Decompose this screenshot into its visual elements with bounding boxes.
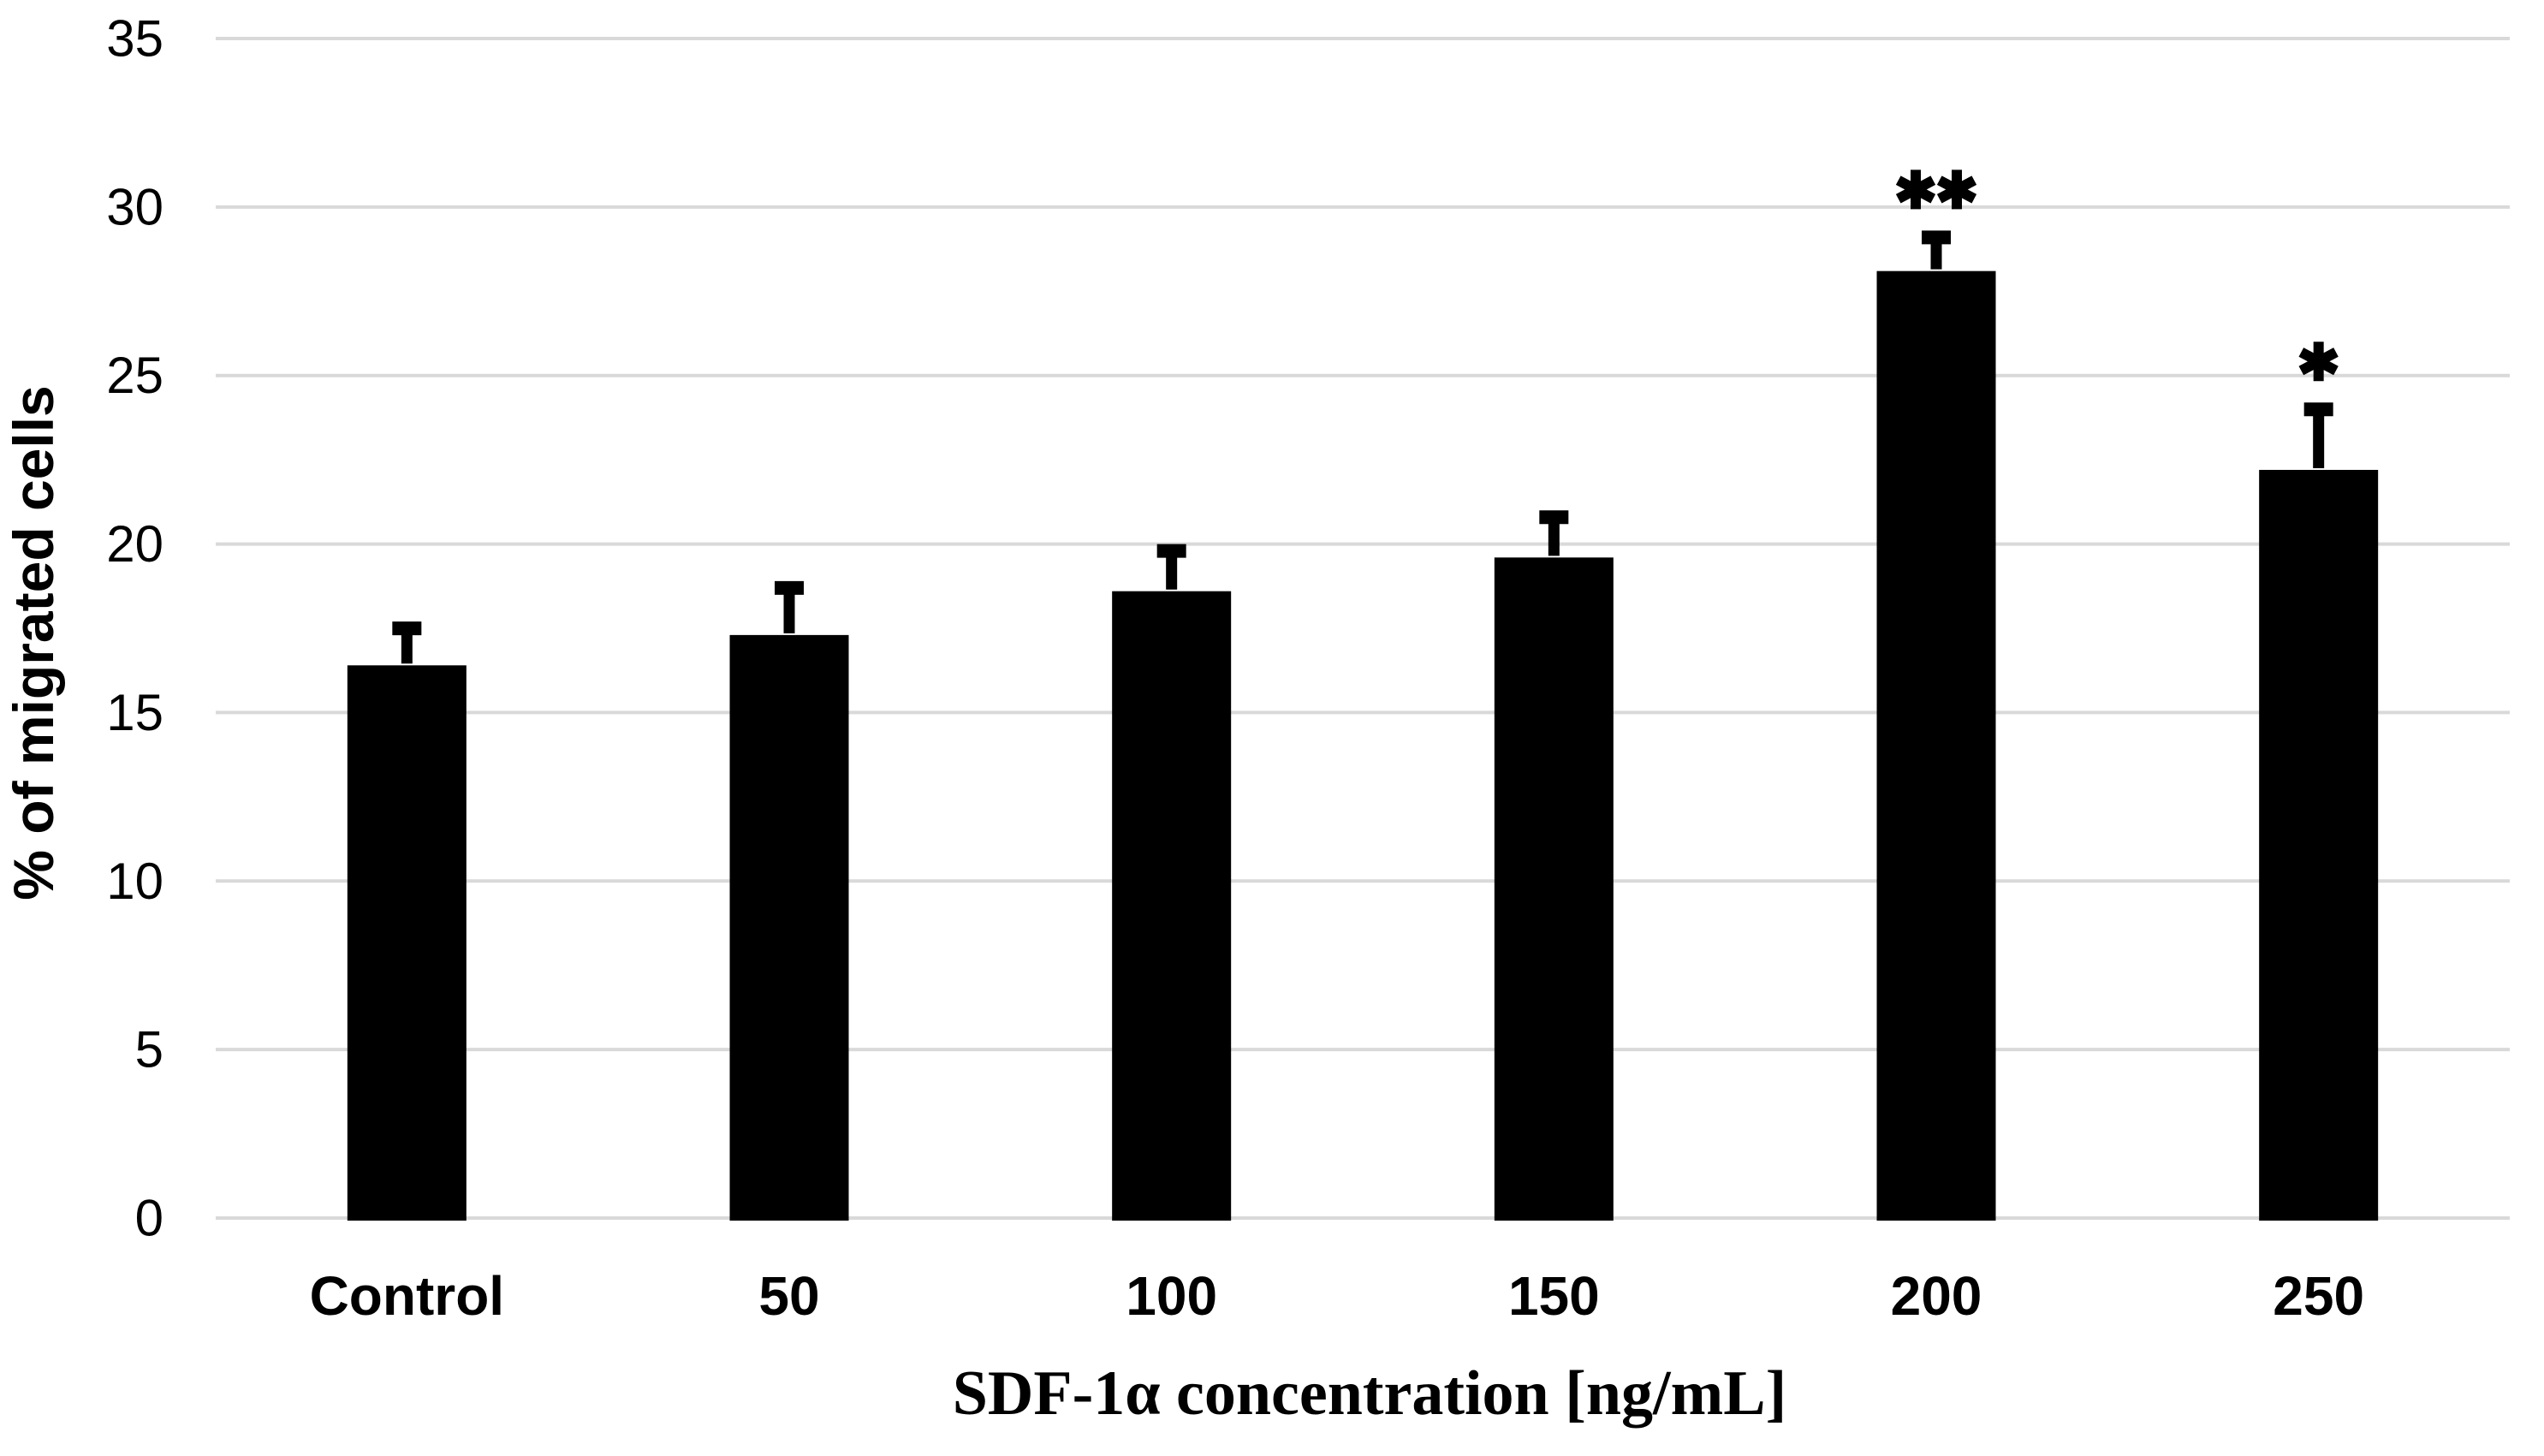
- y-axis-title: % of migrated cells: [2, 385, 65, 900]
- y-tick-label: 25: [106, 347, 163, 404]
- x-category-label: 50: [758, 1265, 819, 1327]
- asterisk-arm: [2298, 348, 2339, 376]
- x-axis-title: SDF-1α concentration [ng/mL]: [953, 1358, 1786, 1429]
- y-tick-label: 0: [135, 1190, 163, 1247]
- bar: [347, 665, 467, 1221]
- y-tick-label: 35: [106, 10, 163, 68]
- x-category-label: 250: [2273, 1265, 2364, 1327]
- significance-marker: [1895, 169, 1977, 210]
- bar: [2259, 469, 2379, 1221]
- y-tick-label: 15: [106, 684, 163, 741]
- x-axis-category-labels: Control 50 100 150 200 250: [310, 1265, 2364, 1327]
- significance-markers: [1895, 169, 2339, 382]
- x-category-label: 150: [1508, 1265, 1600, 1327]
- asterisk-arm: [1936, 175, 1977, 204]
- asterisk-arm: [1895, 175, 1936, 204]
- y-tick-label: 5: [135, 1021, 163, 1079]
- gridlines: [216, 37, 2510, 1220]
- bar: [1876, 270, 1996, 1221]
- x-category-label: 100: [1126, 1265, 1217, 1327]
- bar: [729, 634, 849, 1221]
- x-category-label: Control: [310, 1265, 505, 1327]
- significance-marker: [2298, 342, 2339, 382]
- y-tick-label: 10: [106, 853, 163, 910]
- x-category-label: 200: [1891, 1265, 1982, 1327]
- y-axis-tick-labels: 0 5 10 15 20 25 30 35: [106, 10, 163, 1247]
- y-tick-label: 20: [106, 515, 163, 573]
- bar: [1494, 557, 1614, 1221]
- error-bars: [392, 230, 2333, 664]
- bar: [1112, 591, 1232, 1221]
- y-tick-label: 30: [106, 178, 163, 235]
- bars: [347, 270, 2379, 1221]
